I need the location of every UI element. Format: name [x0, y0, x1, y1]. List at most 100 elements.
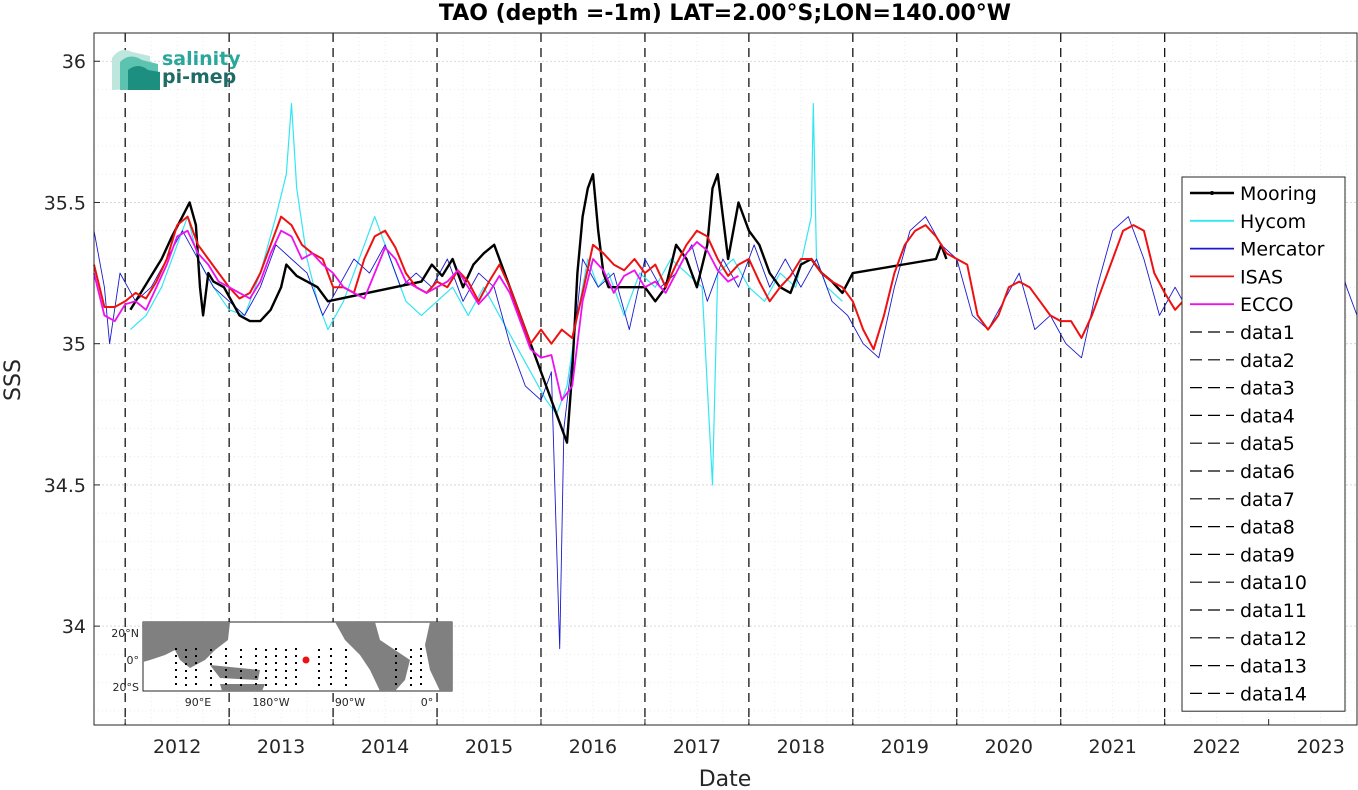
inset-buoy-dot: [275, 683, 277, 685]
inset-buoy-dot: [420, 683, 422, 685]
inset-lat-tick-20n: 20°N: [111, 627, 139, 640]
inset-buoy-dot: [185, 670, 187, 672]
chart-title: TAO (depth =-1m) LAT=2.00°S;LON=140.00°W: [439, 1, 1011, 26]
inset-buoy-dot: [330, 676, 332, 678]
inset-buoy-dot: [175, 655, 177, 657]
inset-buoy-dot: [295, 676, 297, 678]
legend-label-data3: data3: [1240, 378, 1295, 400]
inset-buoy-dot: [318, 677, 320, 679]
inset-buoy-dot: [410, 663, 412, 665]
inset-buoy-dot: [175, 676, 177, 678]
x-tick-label: 2023: [1296, 736, 1344, 758]
y-tick-label: 36: [62, 51, 86, 73]
inset-buoy-dot: [420, 648, 422, 650]
x-tick-label: 2016: [569, 736, 617, 758]
inset-buoy-dot: [285, 649, 287, 651]
y-tick-label: 34.5: [44, 475, 86, 497]
inset-buoy-dot: [285, 656, 287, 658]
inset-buoy-dot: [345, 649, 347, 651]
series-ecco-line: [93, 229, 739, 402]
salinity-pimep-logo: salinity pi-mep: [112, 48, 241, 90]
legend-label-data13: data13: [1240, 656, 1307, 678]
inset-map-land-africa: [425, 622, 452, 691]
inset-buoy-dot: [185, 677, 187, 679]
inset-buoy-dot: [255, 648, 257, 650]
inset-map: 20°N 0° 20°S 90°E 180°W 90°W 0°: [111, 621, 453, 709]
inset-buoy-dot: [275, 676, 277, 678]
inset-map-land-maritime: [210, 665, 260, 680]
legend-label-data8: data8: [1240, 517, 1295, 539]
inset-buoy-dot: [330, 683, 332, 685]
inset-buoy-dot: [225, 655, 227, 657]
inset-buoy-dot: [420, 655, 422, 657]
legend-label-data12: data12: [1240, 628, 1307, 650]
y-tick-label: 34: [62, 616, 86, 638]
legend-marker-mooring: [1210, 191, 1214, 195]
inset-buoy-dot: [265, 670, 267, 672]
legend-label-hycom: Hycom: [1240, 211, 1306, 233]
inset-buoy-dot: [225, 669, 227, 671]
inset-buoy-dot: [255, 655, 257, 657]
inset-buoy-dot: [330, 655, 332, 657]
inset-buoy-dot: [295, 648, 297, 650]
inset-lat-tick-20s: 20°S: [113, 681, 139, 694]
inset-buoy-dot: [420, 676, 422, 678]
legend-label-data2: data2: [1240, 350, 1295, 372]
inset-buoy-dot: [395, 648, 397, 650]
inset-buoy-dot: [420, 662, 422, 664]
inset-buoy-dot: [295, 683, 297, 685]
inset-buoy-dot: [265, 684, 267, 686]
inset-buoy-dot: [395, 662, 397, 664]
inset-buoy-dot: [330, 648, 332, 650]
inset-buoy-dot: [225, 648, 227, 650]
inset-buoy-dot: [185, 656, 187, 658]
inset-lon-tick-90w: 90°W: [335, 696, 365, 709]
legend-label-data14: data14: [1240, 683, 1307, 705]
logo-line-1: salinity: [162, 48, 241, 70]
y-tick-label: 35.5: [44, 192, 86, 214]
inset-buoy-dot: [410, 656, 412, 658]
inset-buoy-dot: [345, 656, 347, 658]
inset-buoy-dot: [265, 677, 267, 679]
inset-buoy-dot: [285, 684, 287, 686]
inset-buoy-dot: [345, 670, 347, 672]
inset-buoy-dot: [240, 656, 242, 658]
y-tick-labels: 34 34.5 35 35.5 36: [44, 51, 100, 638]
inset-buoy-dot: [185, 684, 187, 686]
inset-buoy-dot: [345, 663, 347, 665]
inset-buoy-dot: [255, 662, 257, 664]
inset-lon-tick-180w: 180°W: [252, 696, 289, 709]
inset-buoy-dot: [195, 669, 197, 671]
inset-buoy-dot: [410, 677, 412, 679]
inset-buoy-dot: [330, 662, 332, 664]
inset-buoy-dot: [265, 656, 267, 658]
inset-lon-tick-0: 0°: [421, 696, 434, 709]
inset-buoy-dot: [295, 662, 297, 664]
inset-buoy-dot: [255, 683, 257, 685]
inset-buoy-dot: [175, 648, 177, 650]
x-tick-label: 2021: [1089, 736, 1137, 758]
series-isas-line: [93, 215, 1207, 351]
inset-buoy-dot: [185, 649, 187, 651]
inset-buoy-dot: [240, 684, 242, 686]
inset-buoy-dot: [185, 663, 187, 665]
series-mooring-line: [129, 173, 948, 444]
inset-buoy-dot: [285, 670, 287, 672]
legend-label-data11: data11: [1240, 600, 1307, 622]
y-tick-label: 35: [62, 334, 86, 356]
x-tick-label: 2014: [361, 736, 409, 758]
x-tick-label: 2015: [465, 736, 513, 758]
inset-buoy-dot: [195, 683, 197, 685]
inset-buoy-dot: [225, 676, 227, 678]
legend-label-data6: data6: [1240, 461, 1295, 483]
legend-label-isas: ISAS: [1240, 266, 1283, 288]
inset-buoy-dot: [275, 662, 277, 664]
inset-buoy-dot: [285, 663, 287, 665]
x-tick-label: 2012: [153, 736, 201, 758]
legend-label-data4: data4: [1240, 405, 1295, 427]
inset-map-location-marker: [302, 656, 310, 664]
legend-box: [1181, 176, 1346, 712]
inset-buoy-dot: [285, 677, 287, 679]
inset-buoy-dot: [345, 677, 347, 679]
legend-label-data9: data9: [1240, 544, 1295, 566]
